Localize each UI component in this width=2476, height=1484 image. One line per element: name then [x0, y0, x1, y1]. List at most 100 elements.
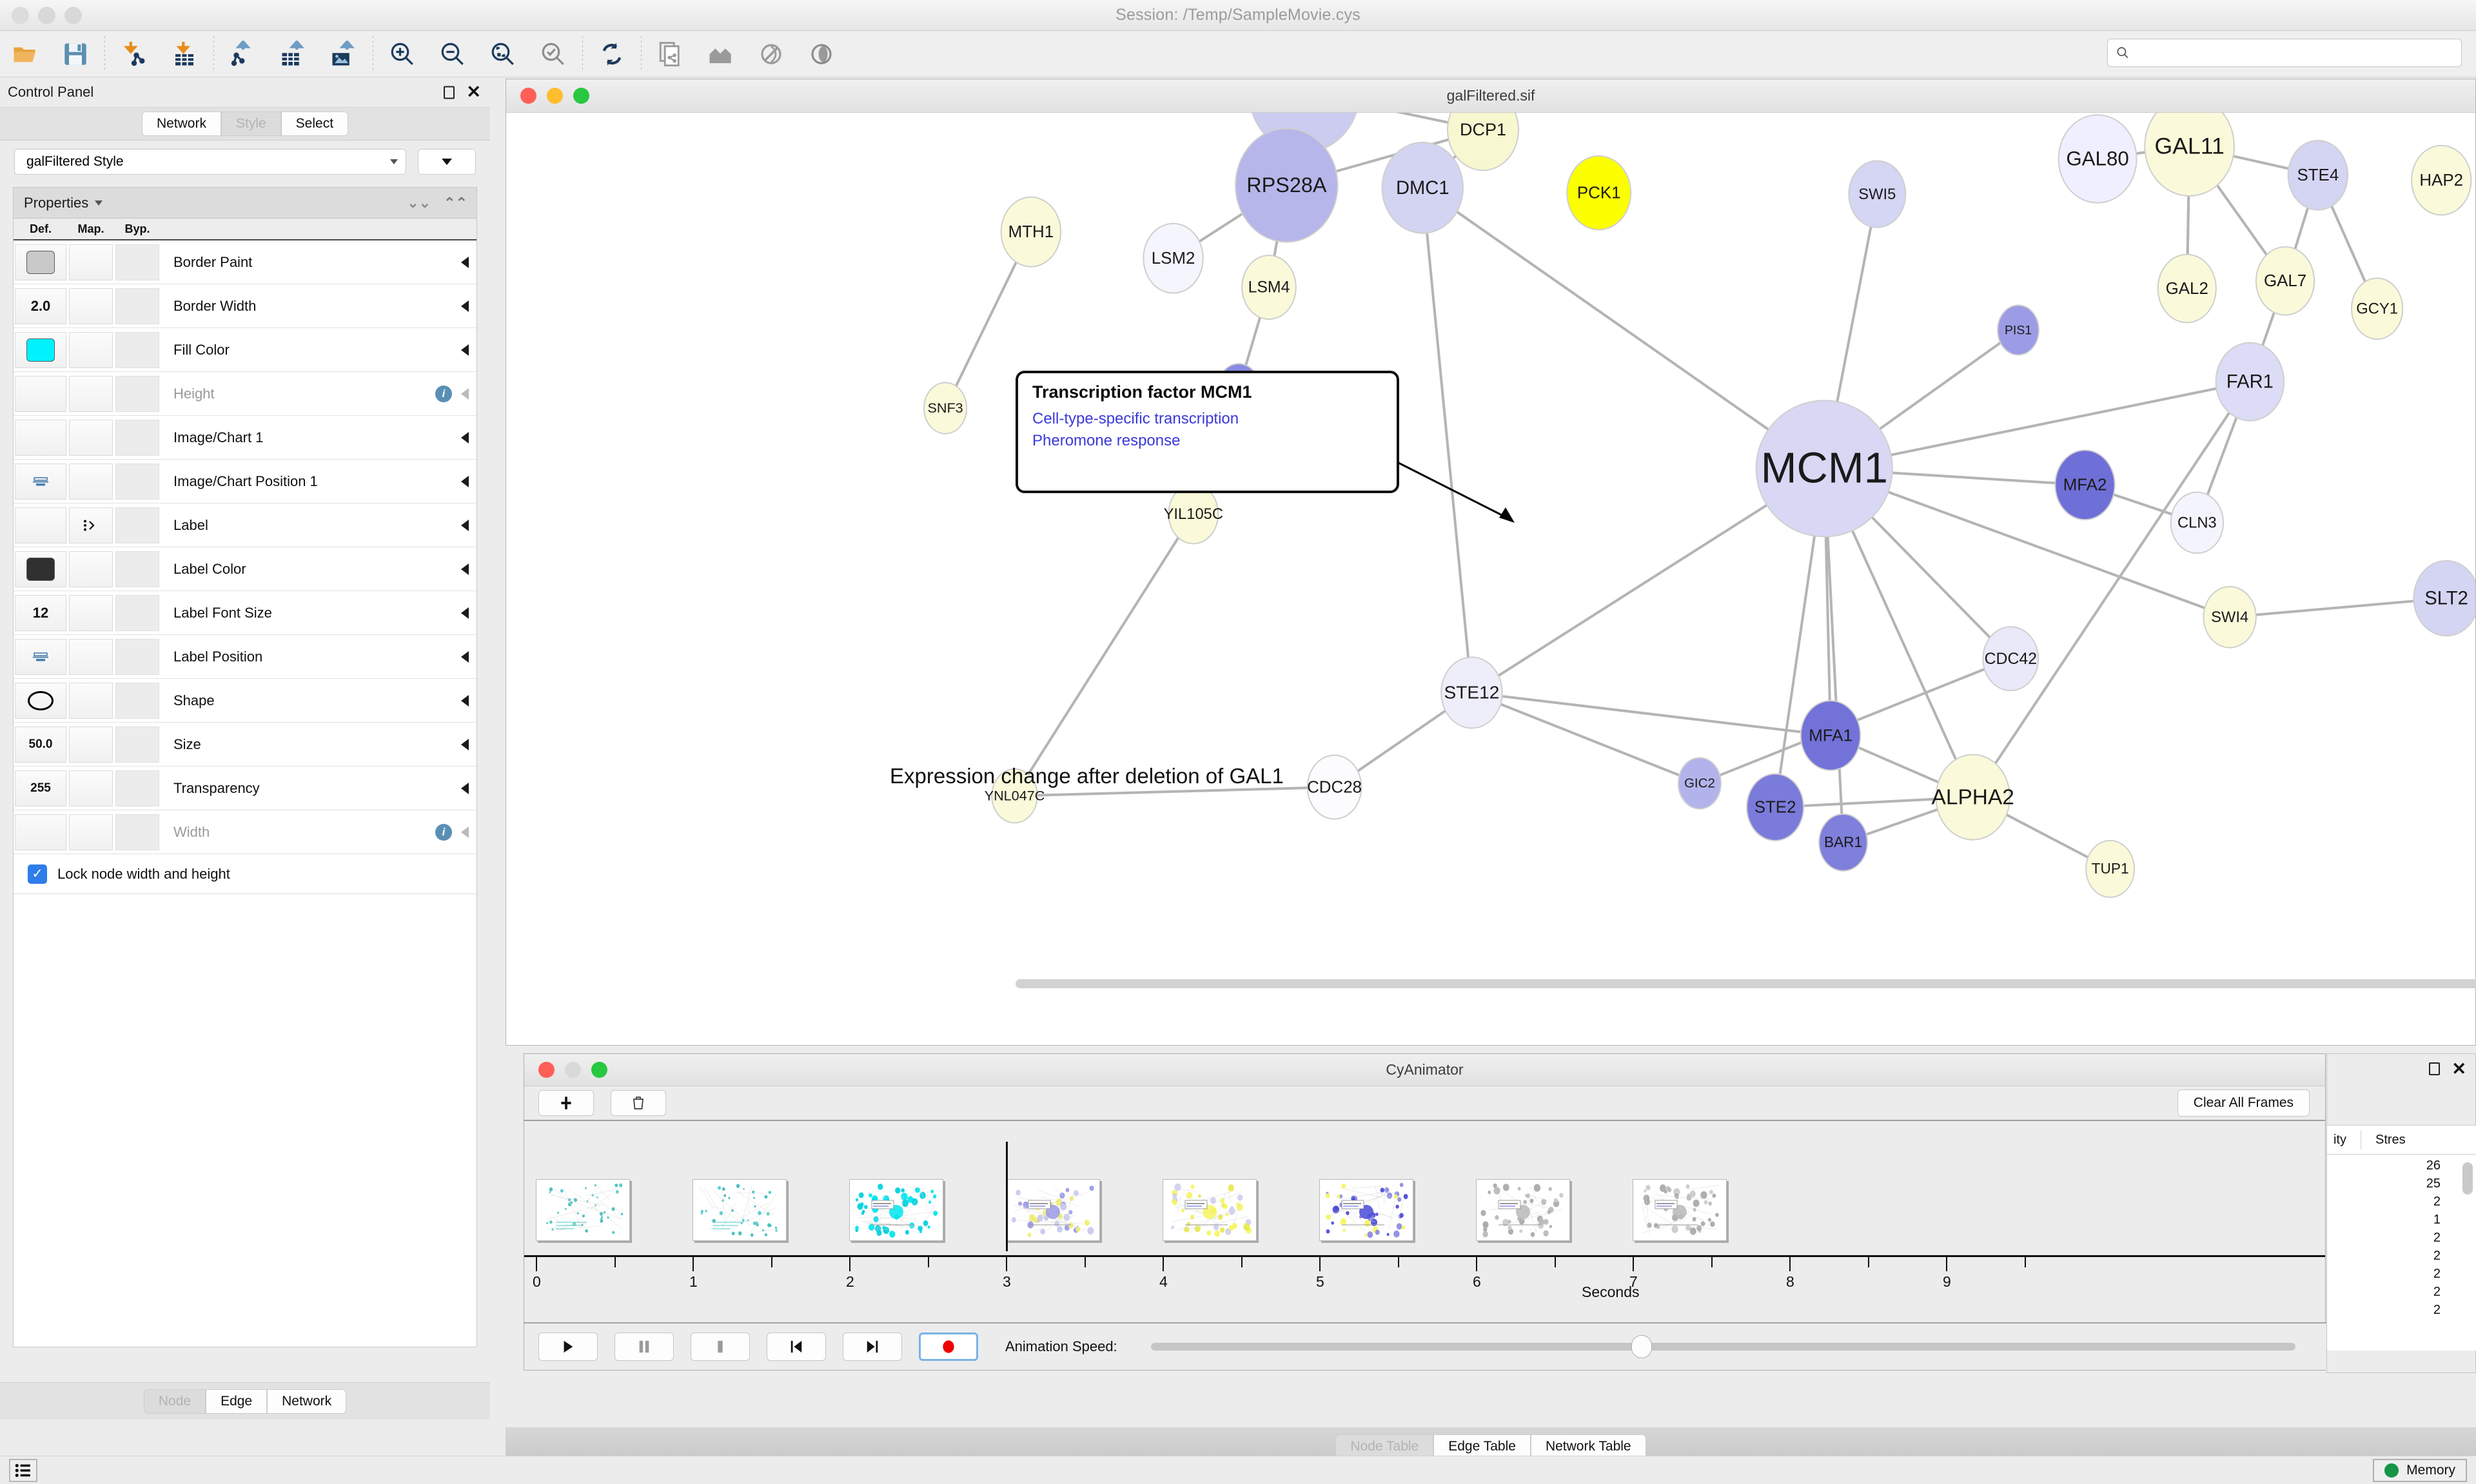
property-row-border-width[interactable]: 2.0 Border Width [14, 284, 477, 328]
animation-frame-0[interactable] [536, 1179, 630, 1241]
bypass-cell[interactable] [115, 594, 159, 631]
network-node-gal2[interactable]: GAL2 [2157, 253, 2217, 324]
network-node-bar1[interactable]: BAR1 [1818, 813, 1868, 872]
network-node-rps28a[interactable]: RPS28A [1235, 128, 1339, 243]
expand-arrow-icon[interactable] [461, 475, 469, 487]
network-node-gic2[interactable]: GIC2 [1677, 757, 1722, 810]
expand-arrow-icon[interactable] [461, 738, 469, 750]
network-node-tup1[interactable]: TUP1 [2085, 839, 2136, 898]
property-row-image-chart-1[interactable]: Image/Chart 1 [14, 416, 477, 460]
float-panel-icon[interactable] [444, 86, 455, 99]
network-node-cdc28[interactable]: CDC28 [1306, 754, 1362, 820]
default-value-cell[interactable]: 255 [15, 770, 66, 806]
network-node-gal11[interactable]: GAL11 [2144, 113, 2235, 197]
mapping-cell[interactable] [69, 770, 113, 806]
bypass-cell[interactable] [115, 244, 159, 280]
bypass-cell[interactable] [115, 814, 159, 850]
maximize-network-button[interactable] [573, 88, 589, 104]
network-node-mcm1[interactable]: MCM1 [1755, 400, 1893, 538]
property-row-image-chart-position-1[interactable]: Image/Chart Position 1 [14, 460, 477, 503]
expand-arrow-icon[interactable] [461, 563, 469, 575]
style-options-button[interactable] [418, 149, 476, 175]
mapping-icon[interactable] [82, 519, 100, 532]
network-node-ste2[interactable]: STE2 [1746, 773, 1805, 841]
property-row-border-paint[interactable]: Border Paint [14, 240, 477, 284]
info-icon[interactable]: i [435, 385, 452, 402]
minimize-window-button[interactable] [38, 6, 55, 24]
animation-speed-slider[interactable] [1150, 1335, 2295, 1358]
animation-frame-4[interactable] [1163, 1179, 1257, 1241]
minimize-network-button[interactable] [547, 88, 563, 104]
stop-button[interactable] [691, 1333, 750, 1361]
property-row-height[interactable]: Height i [14, 372, 477, 416]
mapping-cell[interactable] [69, 638, 113, 675]
status-list-button[interactable] [9, 1458, 37, 1482]
default-value-cell[interactable]: 50.0 [15, 726, 66, 763]
network-edge[interactable] [2229, 596, 2447, 619]
network-node-dmc1[interactable]: DMC1 [1381, 141, 1464, 234]
network-node-ste12[interactable]: STE12 [1440, 656, 1503, 729]
property-row-transparency[interactable]: 255 Transparency [14, 766, 477, 810]
color-swatch[interactable] [26, 557, 55, 581]
default-value-cell[interactable] [15, 419, 66, 456]
default-value-cell[interactable] [15, 551, 66, 587]
network-node-pck1[interactable]: PCK1 [1566, 155, 1632, 231]
add-frame-button[interactable] [538, 1090, 594, 1116]
network-node-swi5[interactable]: SWI5 [1848, 160, 1907, 228]
property-row-fill-color[interactable]: Fill Color [14, 328, 477, 372]
memory-status-button[interactable]: Memory [2373, 1458, 2467, 1482]
bypass-cell[interactable] [115, 770, 159, 806]
close-cyanimator-button[interactable] [538, 1062, 555, 1078]
property-row-size[interactable]: 50.0 Size [14, 723, 477, 766]
tab-style[interactable]: Style [221, 112, 281, 136]
tab-node[interactable]: Node [143, 1389, 206, 1414]
default-value-cell[interactable] [15, 507, 66, 543]
zoom-in-icon[interactable] [377, 31, 427, 77]
delete-frame-button[interactable] [611, 1090, 666, 1116]
open-folder-icon[interactable] [0, 31, 50, 77]
bypass-cell[interactable] [115, 463, 159, 500]
network-node-mth1[interactable]: MTH1 [1000, 196, 1062, 268]
export-image-icon[interactable] [319, 31, 369, 77]
bypass-cell[interactable] [115, 331, 159, 368]
network-canvas[interactable]: RPS28BDCP1RPS28ADMC1PCK1SWI5GAL80GAL11ST… [506, 113, 2475, 1045]
search-box[interactable] [2107, 39, 2462, 67]
lock-node-size-row[interactable]: ✓ Lock node width and height [14, 854, 477, 894]
network-node-ste4[interactable]: STE4 [2287, 139, 2349, 211]
refresh-icon[interactable] [587, 31, 637, 77]
network-node-cdc42[interactable]: CDC42 [1982, 626, 2039, 692]
mapping-cell[interactable] [69, 331, 113, 368]
table-vertical-scrollbar[interactable] [2462, 1162, 2473, 1195]
network-node-dcp1[interactable]: DCP1 [1447, 113, 1519, 171]
close-network-button[interactable] [520, 88, 536, 104]
network-edge[interactable] [1471, 467, 1825, 694]
last-frame-button[interactable] [843, 1333, 902, 1361]
network-window-controls[interactable] [520, 88, 589, 104]
table-row[interactable]: 2 [2433, 1231, 2441, 1245]
network-node-alpha2[interactable]: ALPHA2 [1932, 754, 2014, 841]
color-swatch[interactable] [26, 338, 55, 362]
tab-network[interactable]: Network [141, 112, 221, 136]
default-value-cell[interactable] [15, 375, 66, 412]
network-edge[interactable] [1013, 513, 1195, 797]
bypass-cell[interactable] [115, 726, 159, 763]
mapping-cell[interactable] [69, 814, 113, 850]
slider-knob[interactable] [1631, 1335, 1653, 1358]
network-node-lsm4[interactable]: LSM4 [1241, 255, 1297, 320]
bypass-cell[interactable] [115, 375, 159, 412]
export-network-icon[interactable] [218, 31, 268, 77]
mapping-cell[interactable] [69, 726, 113, 763]
bypass-cell[interactable] [115, 507, 159, 543]
network-edge[interactable] [1823, 380, 2250, 470]
network-node-lsm2[interactable]: LSM2 [1143, 222, 1204, 294]
mapping-cell[interactable] [69, 507, 113, 543]
expand-arrow-icon[interactable] [461, 694, 469, 707]
expand-arrow-icon[interactable] [461, 300, 469, 312]
timeline-playhead[interactable] [1006, 1142, 1008, 1251]
table-body[interactable]: 26 25 2 1 2 2 2 2 2 [2327, 1155, 2476, 1351]
bypass-cell[interactable] [115, 638, 159, 675]
expand-arrow-icon[interactable] [461, 256, 469, 268]
property-row-label-color[interactable]: Label Color [14, 547, 477, 591]
ellipse-shape-icon[interactable] [28, 690, 54, 710]
network-edge[interactable] [1972, 380, 2252, 798]
